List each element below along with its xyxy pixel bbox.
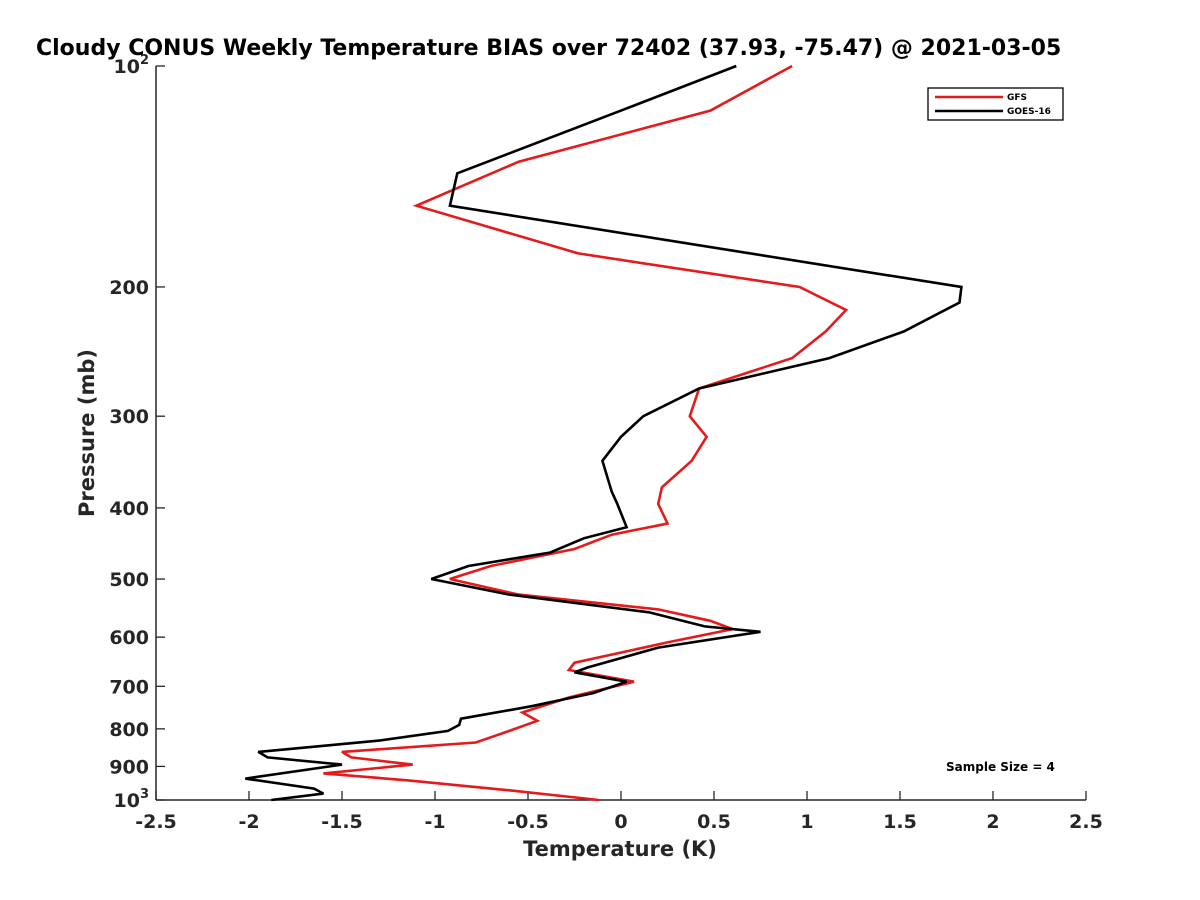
y-tick-label: 103 <box>114 787 150 812</box>
sample-size-annotation: Sample Size = 4 <box>946 760 1055 774</box>
y-tick-label: 500 <box>109 569 149 591</box>
x-axis-label: Temperature (K) <box>523 837 717 861</box>
series-layer <box>245 64 963 802</box>
y-tick-label: 102 <box>114 53 150 78</box>
x-tick-label: -2 <box>238 811 259 833</box>
x-tick-label: 0.5 <box>697 811 731 833</box>
y-axis-label: Pressure (mb) <box>75 349 99 517</box>
y-tick-label: 600 <box>109 627 149 649</box>
x-tick-label: -1.5 <box>321 811 363 833</box>
x-tick-label: 1 <box>800 811 813 833</box>
x-tick-label: 1.5 <box>883 811 917 833</box>
axes <box>155 66 1086 801</box>
chart-title: Cloudy CONUS Weekly Temperature BIAS ove… <box>36 36 1061 61</box>
y-axis-ticks: 102 200 300 400 500 600 700 800 900 103 <box>109 53 165 812</box>
y-tick-label: 700 <box>109 676 149 698</box>
x-tick-label: 2.5 <box>1069 811 1103 833</box>
y-tick-label: 300 <box>109 406 149 428</box>
legend-box <box>927 87 1064 121</box>
legend-label-goes16: GOES-16 <box>1007 107 1051 117</box>
x-tick-label: 2 <box>986 811 999 833</box>
x-tick-label: 0 <box>614 811 627 833</box>
y-tick-label: 900 <box>109 756 149 778</box>
legend: GFS GOES-16 <box>927 87 1064 121</box>
x-axis-ticks: -2.5 -2 -1.5 -1 -0.5 0 0.5 1 1.5 2 2.5 <box>135 791 1103 833</box>
y-tick-label: 200 <box>109 277 149 299</box>
y-tick-label: 800 <box>109 719 149 741</box>
y-tick-label: 400 <box>109 498 149 520</box>
x-tick-label: -0.5 <box>507 811 549 833</box>
series-line-goes16 <box>245 64 963 802</box>
x-tick-label: -2.5 <box>135 811 177 833</box>
series-line-gfs <box>323 64 849 802</box>
x-tick-label: -1 <box>424 811 445 833</box>
legend-label-gfs: GFS <box>1007 93 1027 103</box>
